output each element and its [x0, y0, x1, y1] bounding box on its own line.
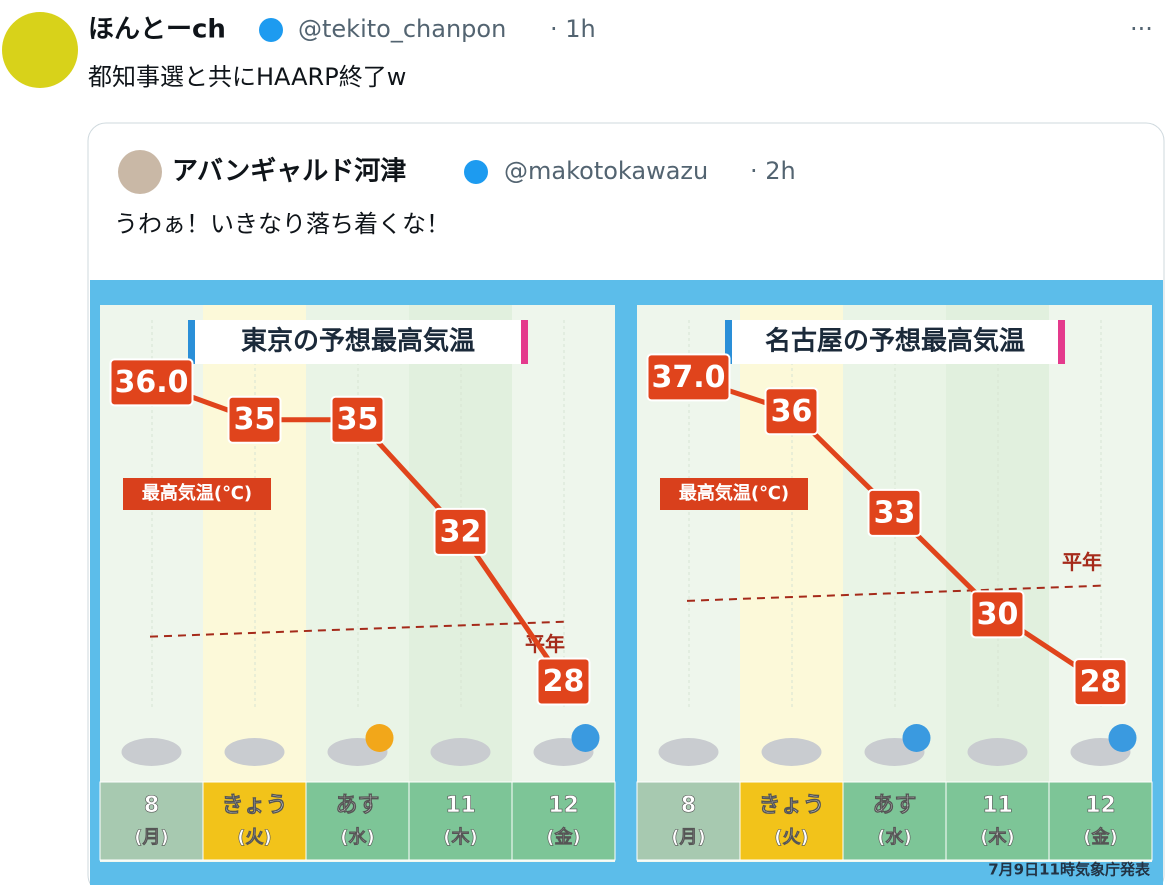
verified — [259, 18, 283, 42]
day-label: 8 — [681, 793, 696, 818]
avatar[interactable] — [2, 12, 78, 88]
day-label: 11 — [982, 793, 1013, 818]
day-band — [739, 781, 844, 861]
handle[interactable]: @tekito_chanpon — [298, 15, 506, 43]
point-box — [433, 507, 488, 556]
weekday-label: (水) — [340, 826, 374, 848]
value-label: 35 — [337, 402, 379, 437]
weather-icon — [761, 738, 822, 766]
value-label: 32 — [440, 514, 482, 549]
weather-icon — [430, 738, 491, 766]
quote-handle: @makotokawazu — [504, 157, 708, 185]
point-box — [330, 395, 385, 444]
verified — [464, 160, 488, 184]
day-band — [636, 781, 741, 861]
normal-label: 平年 — [1062, 550, 1102, 574]
weather-icon — [658, 738, 719, 766]
quote-avatar — [118, 150, 162, 194]
weather-icon — [571, 724, 600, 752]
weekday-label: (月) — [134, 827, 168, 848]
title-bracket — [1058, 320, 1065, 364]
weekday-label: (水) — [877, 826, 911, 848]
title-bracket — [521, 320, 528, 364]
menu[interactable]: ··· — [1130, 15, 1153, 43]
point-box — [536, 657, 591, 706]
value-label: 35 — [234, 402, 276, 437]
day-band — [945, 781, 1050, 861]
day-label: あす — [872, 793, 916, 818]
value-label: 37.0 — [651, 360, 725, 395]
chart-title: 名古屋の予想最高気温 — [765, 326, 1025, 357]
weather-icon — [365, 724, 394, 752]
value-label: 28 — [1080, 665, 1122, 700]
quote-author: アバンギャルド河津 — [172, 157, 406, 187]
weather-icon — [121, 738, 182, 766]
weekday-label: (金) — [1083, 826, 1117, 848]
author[interactable]: ほんとーch — [88, 15, 226, 45]
day-band — [408, 781, 513, 861]
day-band — [305, 781, 410, 861]
time[interactable]: · 1h — [550, 15, 596, 43]
day-band — [202, 781, 307, 861]
y-label-box — [660, 478, 808, 510]
chart-title: 東京の予想最高気温 — [241, 326, 475, 357]
point-box — [867, 488, 922, 537]
post-text: 都知事選と共にHAARP終了w — [88, 63, 406, 91]
weather-icon — [902, 724, 931, 752]
day-band — [99, 781, 204, 861]
weather-icon — [224, 738, 285, 766]
point-box — [227, 395, 282, 444]
day-label: きょう — [758, 793, 824, 818]
day-label: あす — [335, 793, 379, 818]
day-band — [511, 781, 616, 861]
weekday-label: (火) — [237, 827, 271, 848]
point-box — [109, 358, 194, 407]
value-label: 36 — [771, 394, 813, 429]
weather-icon — [1108, 724, 1137, 752]
y-label: 最高気温(℃) — [679, 482, 789, 504]
title-bracket — [188, 320, 195, 364]
weekday-label: (火) — [774, 827, 808, 848]
point-box — [764, 387, 819, 436]
day-label: きょう — [221, 793, 287, 818]
weekday-label: (月) — [671, 827, 705, 848]
point-box — [646, 353, 731, 402]
day-label: 12 — [548, 793, 579, 818]
day-label: 8 — [144, 793, 159, 818]
value-label: 36.0 — [114, 365, 188, 400]
day-band — [1048, 781, 1153, 861]
quote-text: うわぁ！いきなり落ち着くな！ — [114, 210, 450, 238]
value-label: 28 — [543, 664, 585, 699]
y-label: 最高気温(℃) — [142, 482, 252, 504]
value-label: 30 — [977, 597, 1019, 632]
quote-time: · 2h — [750, 157, 796, 185]
title-box — [725, 320, 1065, 364]
title-box — [188, 320, 528, 364]
title-bracket — [725, 320, 732, 364]
weekday-label: (木) — [443, 826, 477, 848]
point-box — [970, 590, 1025, 639]
day-label: 12 — [1085, 793, 1116, 818]
weekday-label: (木) — [980, 826, 1014, 848]
footnote: 7月9日11時気象庁発表 — [988, 861, 1151, 879]
weather-icon — [967, 738, 1028, 766]
day-label: 11 — [445, 793, 476, 818]
weekday-label: (金) — [546, 826, 580, 848]
y-label-box — [123, 478, 271, 510]
value-label: 33 — [874, 495, 916, 530]
point-box — [1073, 658, 1128, 707]
day-band — [842, 781, 947, 861]
